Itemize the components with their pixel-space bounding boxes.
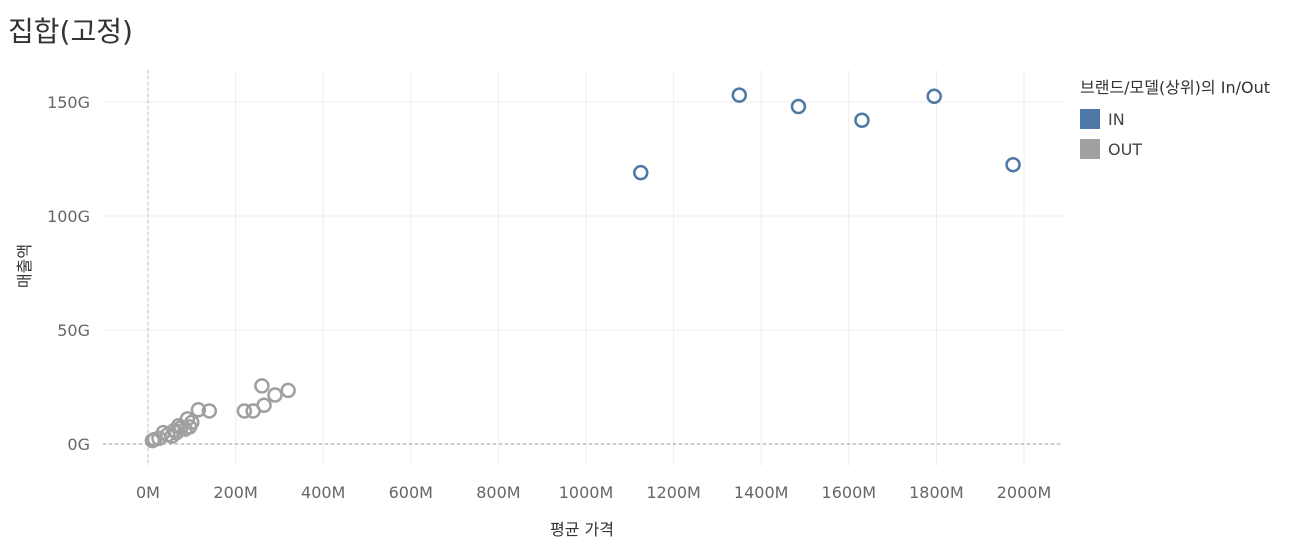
data-point-in[interactable] [1005, 156, 1021, 173]
x-tick-label: 1600M [822, 483, 877, 502]
data-point-out[interactable] [254, 378, 270, 394]
legend-title: 브랜드/모델(상위)의 In/Out [1080, 78, 1270, 97]
y-axis-title: 매출액 [15, 244, 34, 288]
data-point-out[interactable] [267, 387, 283, 403]
data-point-in[interactable] [633, 164, 649, 181]
legend-swatch-out [1080, 139, 1100, 159]
x-tick-label: 800M [476, 483, 520, 502]
legend: 브랜드/모델(상위)의 In/Out IN OUT [1080, 74, 1270, 164]
legend-label-in: IN [1108, 109, 1125, 129]
data-point-out[interactable] [168, 424, 185, 441]
x-tick-label: 200M [213, 483, 257, 502]
data-point-out[interactable] [280, 382, 296, 399]
y-tick-label: 0G [67, 435, 90, 454]
data-point-out[interactable] [166, 422, 183, 439]
x-tick-label: 1200M [646, 483, 701, 502]
data-points [144, 87, 1021, 449]
x-tick-label: 0M [136, 483, 160, 502]
y-tick-label: 100G [47, 207, 90, 226]
data-point-out[interactable] [201, 403, 218, 419]
data-point-out[interactable] [236, 403, 253, 419]
x-tick-label: 1000M [559, 483, 614, 502]
x-axis-ticks: 0M 200M 400M 600M 800M 1000M 1200M 1400M 1600M 18… [136, 483, 1051, 502]
x-tick-label: 1400M [734, 483, 789, 502]
x-tick-label: 1800M [909, 483, 964, 502]
x-tick-label: 2000M [997, 483, 1052, 502]
data-point-in[interactable] [790, 98, 807, 115]
y-tick-label: 150G [47, 93, 90, 112]
zero-lines [103, 70, 1062, 466]
data-point-out[interactable] [190, 402, 207, 418]
data-point-in[interactable] [926, 88, 942, 105]
data-point-in[interactable] [731, 87, 748, 103]
gridlines [103, 70, 1062, 466]
data-point-in[interactable] [854, 112, 870, 128]
legend-item-in[interactable]: IN [1080, 104, 1270, 134]
y-axis-ticks: 0G 50G 100G 150G [47, 93, 90, 454]
chart-title: 집합(고정) [8, 15, 133, 48]
legend-label-out: OUT [1108, 139, 1143, 159]
x-axis-title: 평균 가격 [550, 520, 614, 539]
x-tick-label: 600M [389, 483, 433, 502]
legend-item-out[interactable]: OUT [1080, 134, 1270, 164]
y-tick-label: 50G [57, 321, 90, 340]
data-point-out[interactable] [256, 397, 272, 413]
legend-swatch-in [1080, 109, 1100, 129]
data-point-out[interactable] [184, 414, 200, 431]
x-tick-label: 400M [301, 483, 345, 502]
